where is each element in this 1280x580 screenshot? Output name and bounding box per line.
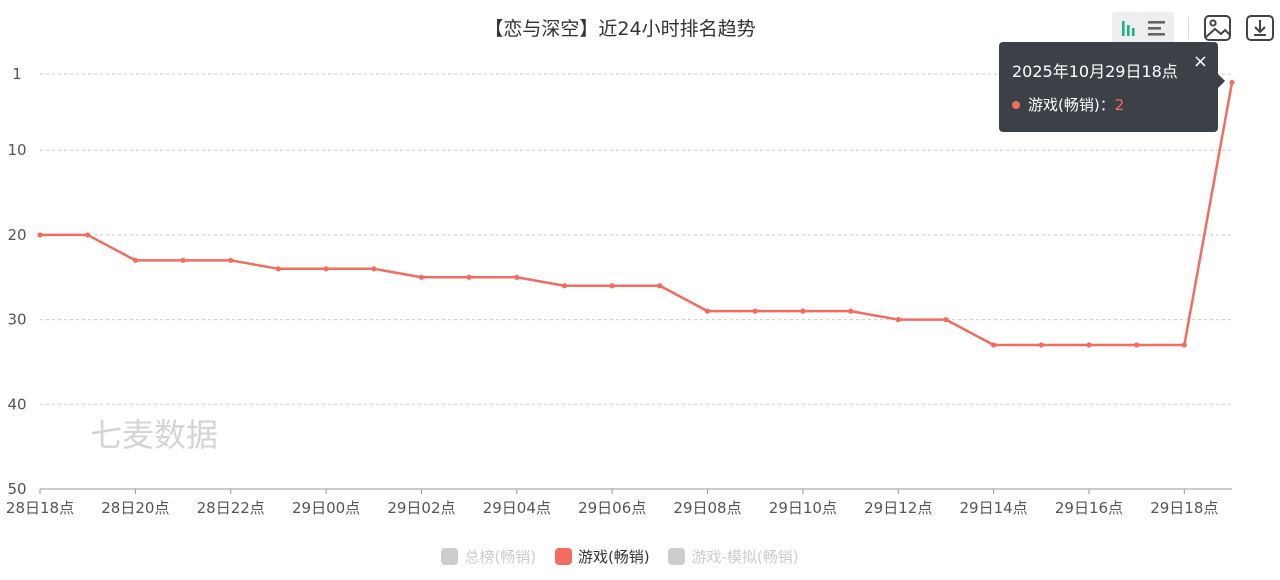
legend-swatch <box>668 548 686 565</box>
data-point[interactable] <box>1086 342 1092 348</box>
legend-label: 游戏(畅销) <box>577 548 650 566</box>
chart-legend: 总榜(畅销) 游戏(畅销) 游戏-模拟(畅销) <box>0 546 1240 567</box>
image-icon <box>1204 15 1231 41</box>
data-point[interactable] <box>561 283 568 289</box>
x-tick-label: 29日14点 <box>960 499 1028 517</box>
watermark-text: 七麦数据 <box>90 416 218 454</box>
download-button[interactable] <box>1244 12 1276 44</box>
tooltip-title: 2025年10月29日18点 <box>1012 62 1178 81</box>
x-tick-label: 29日08点 <box>673 499 741 517</box>
series-line <box>40 82 1234 347</box>
data-point[interactable] <box>132 257 138 263</box>
download-icon <box>1246 15 1274 41</box>
legend-label: 游戏-模拟(畅销) <box>691 548 799 566</box>
data-point[interactable] <box>323 266 329 272</box>
list-view-button[interactable] <box>1142 12 1174 44</box>
data-point[interactable] <box>609 283 615 289</box>
data-point[interactable] <box>800 308 806 314</box>
data-point[interactable] <box>752 308 758 314</box>
tooltip-value: 2 <box>1114 96 1125 114</box>
data-point[interactable] <box>1181 342 1187 348</box>
data-point[interactable] <box>1038 342 1044 348</box>
chart-title: 【恋与深空】近24小时排名趋势 <box>484 18 756 40</box>
data-point[interactable] <box>180 257 186 263</box>
data-point[interactable] <box>943 317 949 323</box>
x-tick-label: 28日22点 <box>197 499 265 517</box>
x-tick-label: 28日20点 <box>101 499 169 517</box>
data-point[interactable] <box>991 342 997 348</box>
y-tick-label: 1 <box>12 65 22 83</box>
legend-swatch <box>554 548 572 565</box>
data-point[interactable] <box>895 317 901 323</box>
y-tick-label: 10 <box>7 141 26 159</box>
tooltip-row: 游戏(畅销)：2 <box>1012 94 1124 115</box>
y-tick-label: 50 <box>7 480 26 498</box>
data-point[interactable] <box>1134 342 1140 348</box>
y-tick-label: 30 <box>7 311 26 329</box>
x-tick-label: 28日18点 <box>6 499 74 517</box>
series-dot-icon <box>1012 101 1020 109</box>
y-tick-label: 40 <box>7 395 26 413</box>
x-tick-label: 29日00点 <box>292 499 360 517</box>
data-tooltip: 2025年10月29日18点 × 游戏(畅销)：2 <box>999 42 1225 132</box>
x-tick-label: 29日04点 <box>483 499 551 517</box>
data-point[interactable] <box>418 274 425 280</box>
data-point[interactable] <box>847 308 854 314</box>
x-tick-label: 29日02点 <box>387 499 455 517</box>
data-point[interactable] <box>1229 79 1235 86</box>
x-tick-label: 29日06点 <box>578 499 646 517</box>
x-tick-label: 29日12点 <box>864 499 932 517</box>
x-tick-label: 29日10点 <box>769 499 837 517</box>
data-point[interactable] <box>85 232 91 238</box>
toolbar-divider <box>1188 17 1189 39</box>
series-layer <box>37 79 1235 348</box>
save-image-button[interactable] <box>1202 12 1234 44</box>
data-point[interactable] <box>228 257 234 263</box>
data-point[interactable] <box>704 308 711 314</box>
legend-item-overall[interactable]: 总榜(畅销) <box>441 546 536 567</box>
legend-item-games-simulation[interactable]: 游戏-模拟(畅销) <box>668 546 799 567</box>
bar-chart-icon <box>1122 21 1135 36</box>
close-icon[interactable]: × <box>1192 51 1208 72</box>
grid-lines <box>40 73 1232 405</box>
data-point[interactable] <box>371 266 377 272</box>
x-tick-label: 29日18点 <box>1150 499 1218 517</box>
legend-swatch <box>441 548 459 565</box>
tooltip-arrow <box>1218 74 1225 88</box>
data-point[interactable] <box>275 266 281 272</box>
data-point[interactable] <box>466 274 472 280</box>
x-tick-label: 29日16点 <box>1055 499 1123 517</box>
y-tick-label: 20 <box>7 226 26 244</box>
bar-view-button[interactable] <box>1112 12 1144 44</box>
tooltip-series-label: 游戏(畅销)： <box>1028 96 1115 114</box>
legend-label: 总榜(畅销) <box>464 548 537 566</box>
legend-item-games[interactable]: 游戏(畅销) <box>554 546 650 567</box>
data-point[interactable] <box>514 274 520 280</box>
data-point[interactable] <box>37 232 43 238</box>
data-point[interactable] <box>657 283 663 289</box>
list-icon <box>1148 21 1165 36</box>
